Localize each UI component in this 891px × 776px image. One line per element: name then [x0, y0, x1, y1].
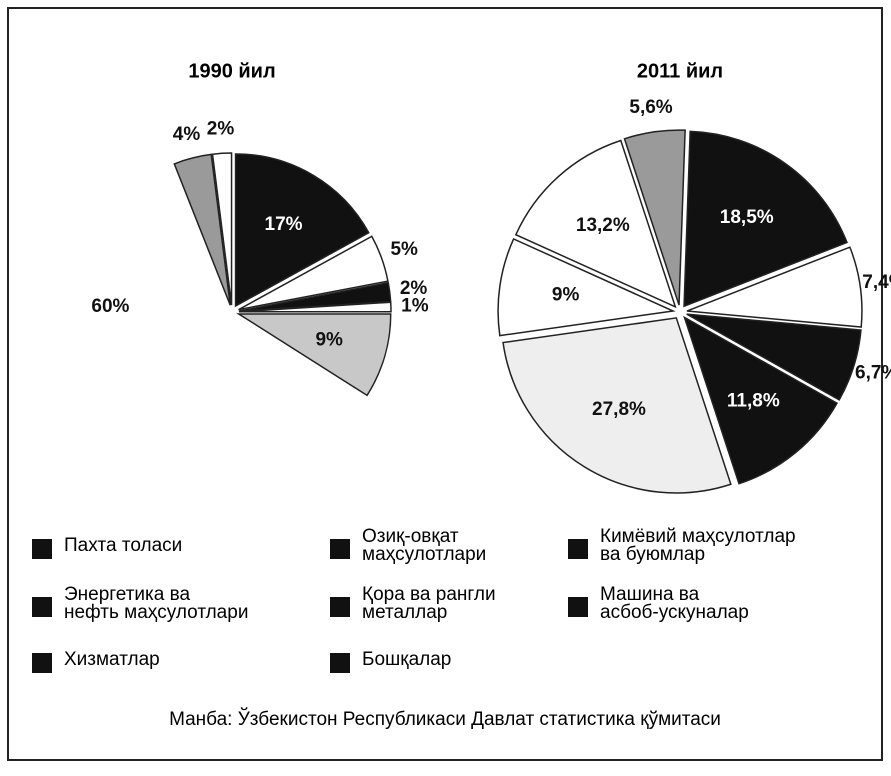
data-label: 4%	[173, 124, 201, 145]
data-label: 6,7%	[855, 362, 891, 383]
legend-label: ва буюмлар	[600, 544, 705, 565]
data-label: 18,5%	[720, 207, 774, 228]
legend-label: Энергетика ва	[64, 584, 191, 605]
data-label: 13,2%	[576, 215, 630, 236]
legend-label: Кимёвий маҳсулотлар	[600, 526, 796, 547]
source: Манба: Ўзбекистон Республикаси Давлат ст…	[169, 708, 721, 730]
data-label: 9%	[315, 329, 343, 350]
pie-slice	[683, 130, 848, 308]
pie-slice	[497, 237, 676, 337]
legend-label: металлар	[362, 602, 447, 623]
data-label: 7,4%	[862, 272, 891, 293]
pie-slice	[236, 313, 392, 397]
pie-title: 2011 йил	[637, 60, 723, 82]
data-label: 2%	[207, 118, 235, 139]
pie-slice	[234, 153, 370, 308]
pie-slice	[211, 152, 233, 306]
legend-swatch	[330, 653, 350, 673]
data-label: 9%	[552, 285, 580, 306]
data-label: 5%	[390, 239, 418, 260]
pie-slice	[238, 235, 389, 311]
legend-label: Пахта толаси	[64, 535, 182, 556]
pie-slice	[502, 317, 732, 494]
legend-label: маҳсулотлари	[362, 544, 486, 565]
legend-label: Машина ва	[600, 584, 700, 605]
data-label: 11,8%	[727, 390, 780, 411]
legend-swatch	[32, 653, 52, 673]
legend-swatch	[330, 539, 350, 559]
pie-slice	[686, 313, 862, 401]
pie-slice	[623, 129, 686, 306]
pie-slice	[514, 139, 677, 309]
data-label: 17%	[265, 214, 303, 235]
pie-slice	[74, 175, 355, 469]
pie-slice	[238, 301, 392, 313]
pie-slice	[173, 153, 232, 306]
pie-slice	[683, 315, 838, 485]
legend-label: Қора ва рангли	[362, 584, 496, 605]
data-label: 1%	[401, 295, 429, 316]
legend-label: Хизматлар	[64, 649, 160, 670]
data-label: 60%	[91, 296, 129, 317]
data-label: 2%	[400, 278, 428, 299]
legend-label: Бошқалар	[362, 649, 451, 670]
pie-title: 1990 йил	[188, 60, 275, 82]
legend-swatch	[568, 597, 588, 617]
legend-label: нефть маҳсулотлари	[64, 602, 248, 623]
data-label: 5,6%	[629, 97, 672, 118]
legend-swatch	[330, 597, 350, 617]
legend-label: асбоб-ускуналар	[600, 602, 749, 623]
data-label: 27,8%	[592, 399, 646, 420]
legend-swatch	[32, 539, 52, 559]
legend-swatch	[32, 597, 52, 617]
legend-label: Озиқ-овқат	[362, 526, 459, 547]
legend-swatch	[568, 539, 588, 559]
pie-slice	[686, 246, 863, 328]
